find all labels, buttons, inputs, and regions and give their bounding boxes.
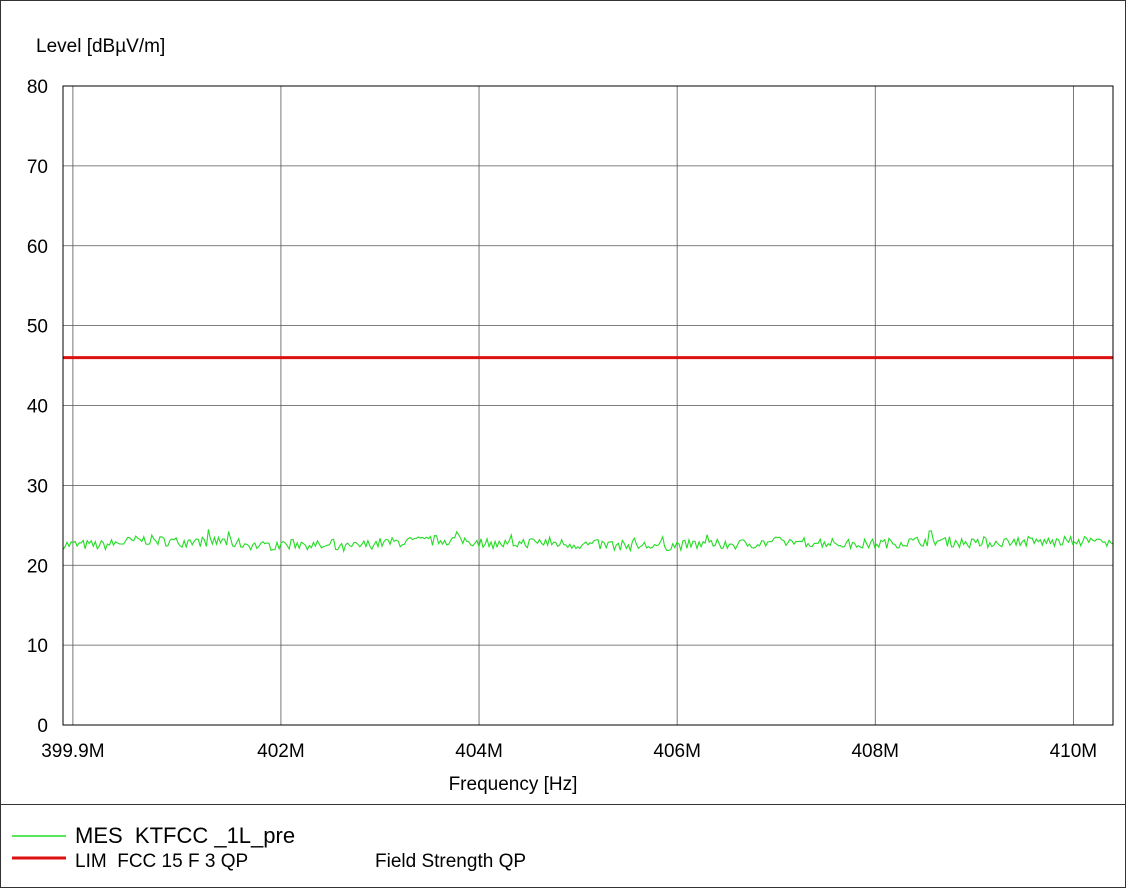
legend-label-lim: LIM FCC 15 F 3 QP: [75, 851, 248, 872]
y-tick-label: 50: [27, 317, 48, 338]
x-tick-label: 408M: [851, 741, 899, 762]
y-tick-label: 60: [27, 237, 48, 258]
x-tick-label: 404M: [455, 741, 503, 762]
x-tick-label: 399.9M: [41, 741, 104, 762]
y-tick-labels: 0 10 20 30 40 50 60 70 80: [27, 77, 48, 737]
y-tick-label: 40: [27, 397, 48, 418]
y-tick-label: 30: [27, 476, 48, 497]
plot-border: [62, 85, 1114, 726]
legend: MES KTFCC _1L_pre LIM FCC 15 F 3 QP Fiel…: [12, 823, 526, 872]
y-axis-label: Level [dBµV/m]: [36, 36, 165, 57]
x-axis-label: Frequency [Hz]: [449, 774, 578, 795]
series-group: [62, 356, 1114, 554]
y-tick-label: 80: [27, 77, 48, 98]
x-tick-label: 402M: [257, 741, 305, 762]
y-tick-label: 20: [27, 556, 48, 577]
y-tick-label: 0: [37, 716, 48, 737]
y-tick-label: 10: [27, 636, 48, 657]
legend-description-lim: Field Strength QP: [375, 851, 526, 872]
series-line-mes: [62, 529, 1114, 554]
x-tick-label: 410M: [1050, 741, 1098, 762]
x-tick-labels: 399.9M 402M 404M 406M 408M 410M: [41, 741, 1097, 762]
legend-label-mes: MES KTFCC _1L_pre: [75, 823, 295, 848]
grid: [63, 85, 1113, 726]
x-tick-label: 406M: [653, 741, 701, 762]
y-tick-label: 70: [27, 157, 48, 178]
